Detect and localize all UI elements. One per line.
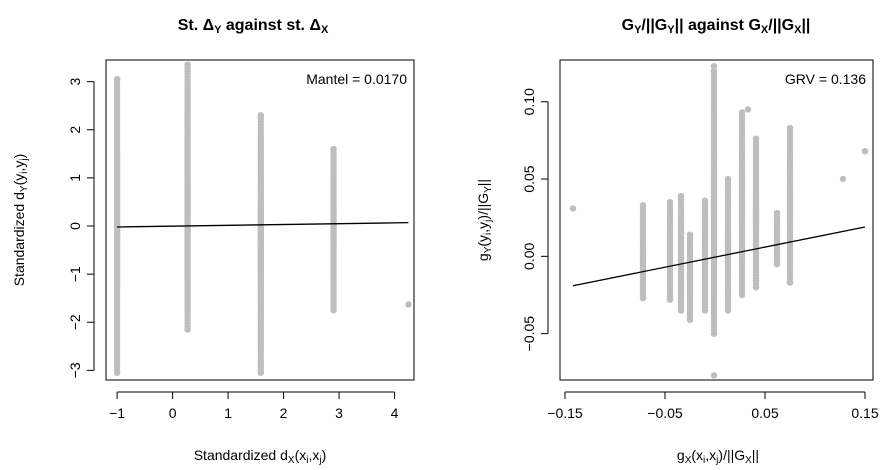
scatter-point-left xyxy=(184,326,191,333)
scatter-point-left xyxy=(113,369,121,376)
scatter-point-right xyxy=(752,284,760,291)
y-tick-label-right: 0.05 xyxy=(521,165,537,192)
x-tick-label-right: 0.15 xyxy=(851,405,878,421)
grv-statistic: GRV = 0.136 xyxy=(785,71,866,87)
y-axis-left: −3 −2 −1 0 1 2 3 xyxy=(67,78,95,378)
scatter-point-right xyxy=(677,307,685,314)
y-tick-label-left: 3 xyxy=(67,78,83,86)
scatter-point-left xyxy=(257,112,265,119)
scatter-point-right xyxy=(639,294,647,302)
scatter-point-right xyxy=(639,202,647,209)
panel-right: GY/||GY|| against GX/||GX|| GRV = 0.136 … xyxy=(475,17,879,466)
y-tick-label-right: −0.05 xyxy=(521,316,537,352)
scatter-point-right xyxy=(724,175,732,183)
y-label-left: Standardized dY(yi,yj) xyxy=(11,154,30,287)
x-tick-label-left: −1 xyxy=(109,405,125,421)
x-tick-label-right: 0.05 xyxy=(751,405,778,421)
scatter-point-left xyxy=(330,145,337,153)
fit-line-right xyxy=(572,226,866,287)
x-axis-right: −0.15 −0.05 0.05 0.15 xyxy=(547,391,879,421)
scatter-point-left xyxy=(405,301,412,308)
y-tick-label-right: 0.10 xyxy=(521,88,537,115)
scatter-point-right xyxy=(701,197,709,204)
x-tick-label-left: 4 xyxy=(391,405,399,421)
scatter-point-right xyxy=(686,316,694,323)
scatter-point-right xyxy=(710,330,718,337)
scatter-point-right xyxy=(710,67,718,75)
y-tick-label-left: 2 xyxy=(67,126,83,134)
scatter-point-right xyxy=(773,260,781,268)
scatter-point-right xyxy=(569,205,577,212)
scatter-point-right xyxy=(839,175,847,183)
mantel-statistic: Mantel = 0.0170 xyxy=(306,71,407,87)
x-label-left: Standardized dX(xi,xj) xyxy=(194,447,327,466)
scatter-point-right xyxy=(686,231,694,238)
y-tick-label-right: 0.00 xyxy=(521,242,537,269)
scatter-point-right xyxy=(701,307,709,314)
y-tick-label-left: −2 xyxy=(67,314,83,330)
x-tick-label-left: 1 xyxy=(224,405,232,421)
x-tick-label-left: 2 xyxy=(280,405,288,421)
x-tick-label-left: 3 xyxy=(335,405,343,421)
plot-frame-left xyxy=(105,59,415,381)
scatter-point-right xyxy=(752,135,760,143)
x-tick-label-right: −0.15 xyxy=(547,405,583,421)
scatter-point-left xyxy=(184,61,191,69)
scatter-point-right xyxy=(738,291,746,299)
points-left xyxy=(113,61,412,376)
scatter-point-left xyxy=(113,76,121,83)
y-tick-label-left: −3 xyxy=(67,362,83,378)
scatter-point-right xyxy=(786,279,794,286)
x-label-right: gX(xi,xj)/||GX|| xyxy=(677,447,759,466)
title-left: St. ΔY against st. ΔX xyxy=(178,17,329,36)
y-tick-label-left: −1 xyxy=(67,266,83,282)
scatter-point-right xyxy=(666,296,674,303)
scatter-point-left xyxy=(257,369,265,376)
scatter-point-right xyxy=(710,62,718,70)
y-label-right: gY(yi,yj)/||GY|| xyxy=(475,179,494,261)
scatter-point-right xyxy=(710,372,718,379)
scatter-point-right xyxy=(773,209,781,217)
scatter-point-right xyxy=(738,109,746,116)
scatter-point-right xyxy=(786,124,794,132)
x-tick-label-left: 0 xyxy=(169,405,177,421)
y-axis-right: −0.05 0.00 0.05 0.10 xyxy=(521,88,549,352)
x-tick-label-right: −0.05 xyxy=(647,405,683,421)
x-axis-left: −1 0 1 2 3 4 xyxy=(109,391,399,421)
scatter-point-right xyxy=(861,148,869,155)
scatter-point-right xyxy=(677,192,685,200)
scatter-point-right xyxy=(666,199,674,206)
points-right xyxy=(569,62,869,379)
panel-left: St. ΔY against st. ΔX Mantel = 0.0170 −1… xyxy=(11,17,415,466)
scatter-point-right xyxy=(744,106,752,113)
fit-line-left xyxy=(117,221,409,228)
plot-frame-right xyxy=(559,59,874,381)
y-tick-label-left: 1 xyxy=(67,174,83,182)
scatter-point-right xyxy=(724,307,732,314)
title-right: GY/||GY|| against GX/||GX|| xyxy=(622,17,811,36)
scatter-point-left xyxy=(330,307,337,314)
y-tick-label-left: 0 xyxy=(67,222,83,230)
